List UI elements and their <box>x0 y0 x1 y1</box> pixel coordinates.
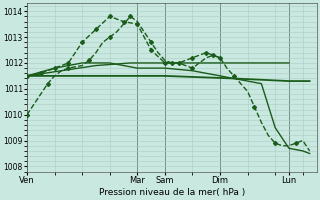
X-axis label: Pression niveau de la mer( hPa ): Pression niveau de la mer( hPa ) <box>99 188 245 197</box>
